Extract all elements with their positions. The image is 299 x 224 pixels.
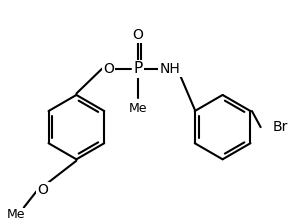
Text: Me: Me bbox=[7, 208, 26, 221]
Text: Br: Br bbox=[272, 120, 288, 134]
Text: P: P bbox=[133, 61, 142, 76]
Text: Me: Me bbox=[129, 102, 147, 115]
Text: O: O bbox=[37, 183, 48, 197]
Text: O: O bbox=[103, 62, 114, 76]
Text: O: O bbox=[132, 28, 143, 42]
Text: NH: NH bbox=[160, 62, 180, 76]
